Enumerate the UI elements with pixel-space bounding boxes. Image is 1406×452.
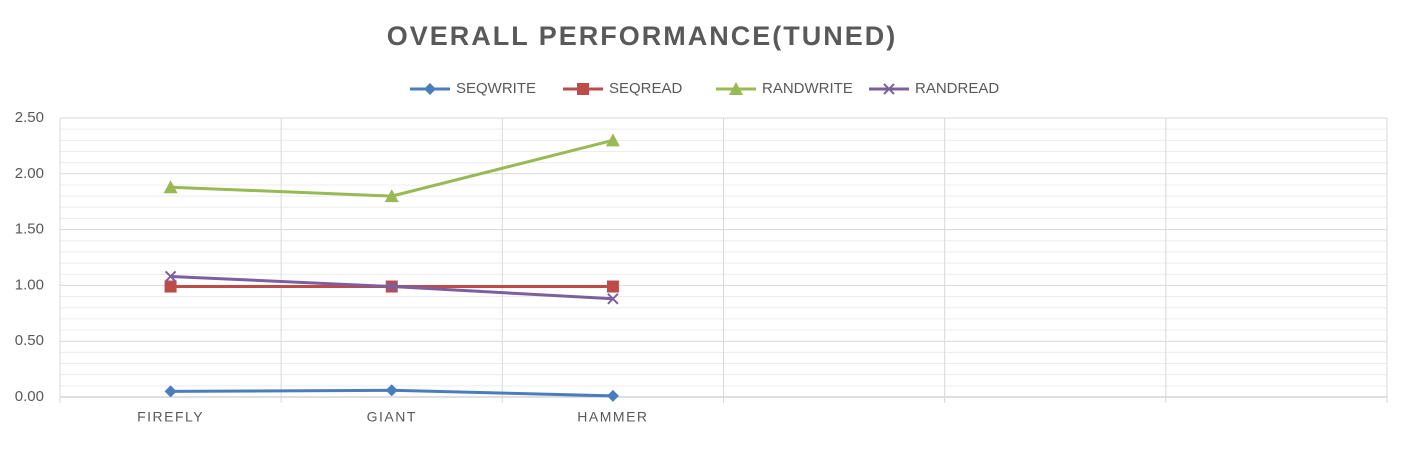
y-tick-label: 0.50 <box>15 332 44 349</box>
point <box>606 280 619 293</box>
point <box>164 280 177 293</box>
legend-label: RANDWRITE <box>762 80 853 97</box>
x-tick-label: GIANT <box>367 409 417 425</box>
point <box>605 133 620 147</box>
y-tick-label: 2.50 <box>15 109 44 126</box>
y-tick-label: 2.00 <box>15 165 44 182</box>
series-line <box>170 138 614 198</box>
legend-label: SEQREAD <box>609 80 683 97</box>
point <box>606 389 619 402</box>
point <box>164 270 177 283</box>
legend-marker <box>883 83 895 95</box>
point <box>386 280 398 293</box>
x-tick-label: FIREFLY <box>137 409 204 425</box>
y-tick-label: 1.00 <box>15 276 44 293</box>
x-tick-label: HAMMER <box>577 409 648 425</box>
point <box>385 384 398 397</box>
y-tick-label: 0.00 <box>15 388 44 405</box>
point <box>163 180 178 194</box>
chart-title: OVERALL PERFORMANCE(TUNED) <box>387 21 898 51</box>
legend-label: RANDREAD <box>915 80 999 97</box>
point <box>607 293 619 305</box>
y-tick-label: 1.50 <box>15 221 44 238</box>
point <box>164 385 177 398</box>
legend-marker <box>424 83 436 95</box>
legend-marker <box>577 83 589 95</box>
legend-marker <box>729 82 743 95</box>
legend-label: SEQWRITE <box>456 80 536 97</box>
point <box>384 189 399 203</box>
